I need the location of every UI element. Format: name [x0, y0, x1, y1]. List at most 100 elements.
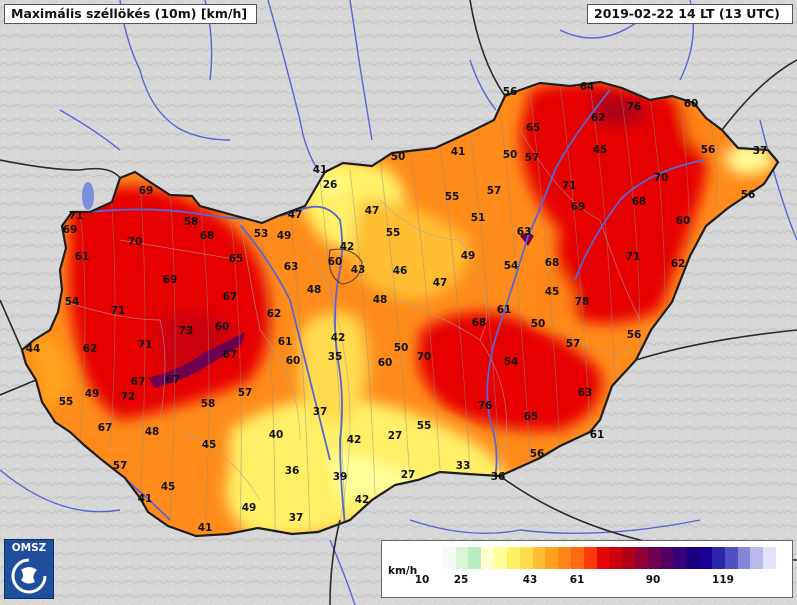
- station-value-label: 71: [562, 180, 577, 192]
- station-value-label: 60: [378, 357, 393, 369]
- station-value-label: 36: [491, 471, 506, 483]
- budapest-outline: [328, 248, 363, 285]
- station-value-label: 45: [161, 481, 176, 493]
- station-value-label: 63: [284, 261, 299, 273]
- station-value-label: 65: [524, 411, 539, 423]
- station-value-label: 42: [331, 332, 346, 344]
- legend-tick: 25: [453, 574, 469, 586]
- station-value-label: 50: [503, 149, 518, 161]
- station-value-label: 56: [503, 86, 518, 98]
- station-value-label: 55: [445, 191, 460, 203]
- station-value-label: 40: [269, 429, 284, 441]
- station-value-label: 45: [202, 439, 217, 451]
- omsz-logo: OMSZ: [4, 539, 54, 599]
- legend-swatch: [673, 547, 687, 569]
- station-value-label: 42: [347, 434, 362, 446]
- station-value-label: 37: [289, 512, 304, 524]
- legend-tick: 61: [569, 574, 585, 586]
- color-legend: km/h 10 25 43 61 90 119: [381, 540, 793, 598]
- station-value-label: 53: [254, 228, 269, 240]
- station-value-label: 49: [242, 502, 257, 514]
- legend-swatch: [660, 547, 674, 569]
- station-value-label: 62: [591, 112, 606, 124]
- station-value-label: 46: [393, 265, 408, 277]
- station-value-label: 51: [471, 212, 486, 224]
- legend-swatch: [737, 547, 751, 569]
- station-value-label: 61: [590, 429, 605, 441]
- station-value-label: 63: [578, 387, 593, 399]
- station-value-label: 68: [545, 257, 560, 269]
- station-value-label: 65: [526, 122, 541, 134]
- station-value-label: 71: [138, 339, 153, 351]
- station-value-label: 57: [566, 338, 581, 350]
- station-value-label: 45: [593, 144, 608, 156]
- station-value-label: 60: [684, 98, 699, 110]
- station-value-label: 57: [238, 387, 253, 399]
- omsz-logo-icon: [11, 558, 47, 594]
- station-value-label: 69: [163, 274, 178, 286]
- legend-swatch: [763, 547, 776, 569]
- station-value-label: 60: [215, 321, 230, 333]
- legend-swatch: [635, 547, 648, 569]
- station-value-label: 62: [83, 343, 98, 355]
- station-value-label: 56: [627, 329, 642, 341]
- legend-swatch: [455, 547, 469, 569]
- legend-swatch: [558, 547, 571, 569]
- map-title: Maximális széllökés (10m) [km/h]: [4, 4, 257, 24]
- station-value-label: 65: [229, 253, 244, 265]
- legend-swatch: [596, 547, 610, 569]
- station-value-label: 26: [323, 179, 338, 191]
- station-value-label: 57: [113, 460, 128, 472]
- station-value-label: 67: [166, 374, 181, 386]
- station-value-label: 57: [487, 185, 502, 197]
- station-value-label: 64: [580, 81, 595, 93]
- station-value-label: 67: [131, 376, 146, 388]
- station-value-label: 33: [456, 460, 471, 472]
- station-value-label: 50: [531, 318, 546, 330]
- station-value-label: 67: [223, 349, 238, 361]
- station-value-label: 57: [525, 152, 540, 164]
- station-value-label: 37: [313, 406, 328, 418]
- station-value-label: 43: [351, 264, 366, 276]
- station-value-label: 41: [138, 493, 153, 505]
- station-value-label: 56: [741, 189, 756, 201]
- station-value-label: 68: [200, 230, 215, 242]
- station-value-label: 62: [267, 308, 282, 320]
- station-value-label: 58: [184, 216, 199, 228]
- station-value-label: 47: [288, 209, 303, 221]
- legend-swatch: [647, 547, 661, 569]
- station-value-label: 68: [632, 196, 647, 208]
- station-value-label: 41: [313, 164, 328, 176]
- legend-swatch: [699, 547, 712, 569]
- lake-neusiedl: [82, 182, 94, 210]
- streamlines: [79, 84, 718, 531]
- station-value-label: 49: [85, 388, 100, 400]
- station-value-label: 36: [285, 465, 300, 477]
- station-value-label: 67: [223, 291, 238, 303]
- omsz-logo-text: OMSZ: [11, 542, 47, 554]
- legend-unit: km/h: [388, 565, 418, 577]
- legend-color-bar: [430, 547, 776, 569]
- station-value-label: 58: [201, 398, 216, 410]
- station-value-label: 56: [530, 448, 545, 460]
- station-value-label: 62: [671, 258, 686, 270]
- station-value-label: 76: [478, 400, 493, 412]
- station-value-label: 63: [517, 226, 532, 238]
- station-value-label: 61: [278, 336, 293, 348]
- station-value-label: 41: [198, 522, 213, 534]
- lake-balaton: [148, 332, 245, 388]
- station-value-label: 27: [401, 469, 416, 481]
- legend-swatch: [468, 547, 482, 569]
- legend-swatch: [481, 547, 495, 569]
- station-value-label: 39: [333, 471, 348, 483]
- legend-tick: 10: [414, 574, 430, 586]
- station-value-label: 55: [386, 227, 401, 239]
- station-value-label: 70: [417, 351, 432, 363]
- station-value-label: 55: [59, 396, 74, 408]
- station-value-label: 49: [461, 250, 476, 262]
- legend-swatch: [686, 547, 700, 569]
- station-value-label: 78: [575, 296, 590, 308]
